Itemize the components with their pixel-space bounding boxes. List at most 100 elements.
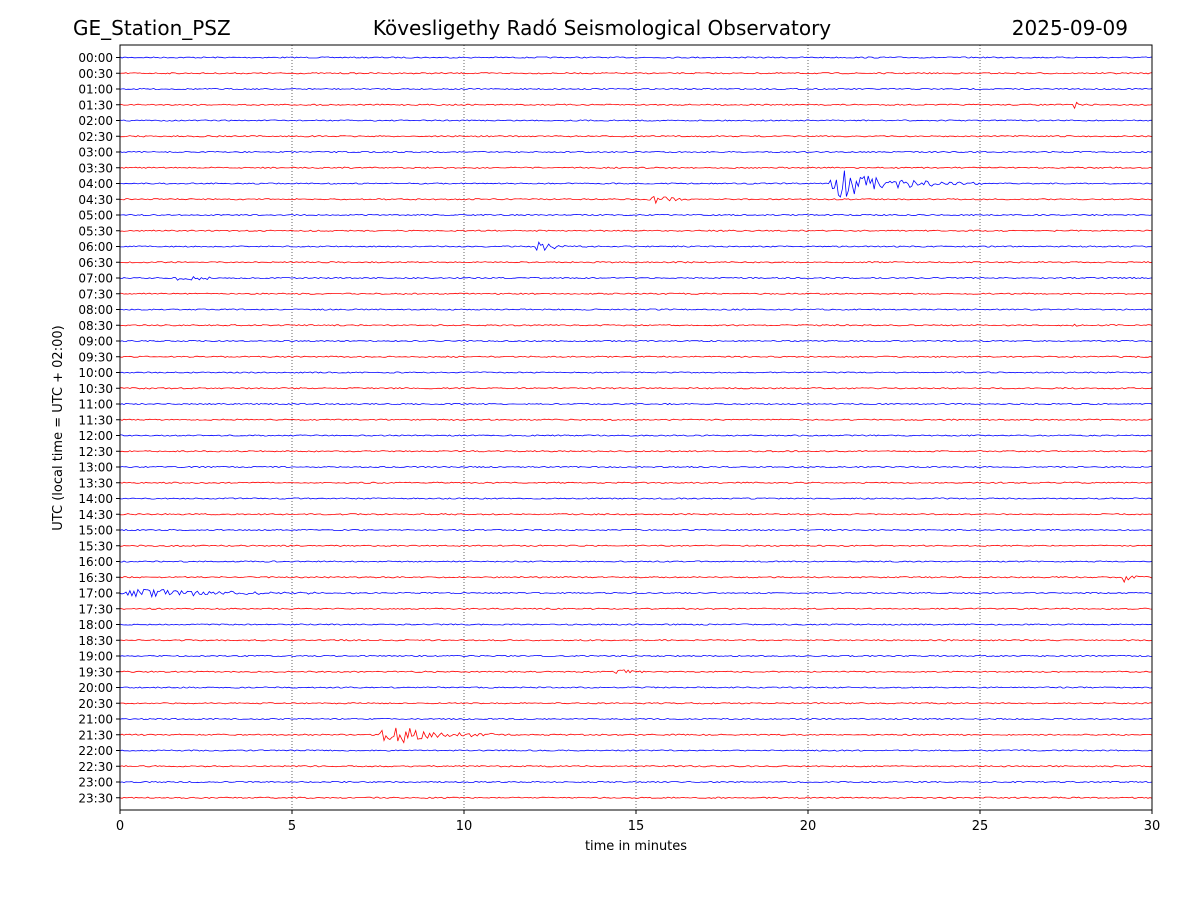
trace-0330: [119, 166, 1153, 169]
trace-1600: [119, 560, 1153, 563]
trace-0830: [119, 323, 1153, 327]
seismic-traces: [119, 56, 1153, 799]
y-tick-label: 17:00: [78, 587, 113, 601]
y-tick-label: 05:00: [78, 209, 113, 223]
trace-1500: [119, 528, 1153, 532]
y-tick-label: 01:30: [78, 98, 113, 112]
trace-1330: [119, 481, 1153, 484]
y-tick-label: 11:30: [78, 413, 113, 427]
y-tick-label: 20:30: [78, 697, 113, 711]
x-tick-label: 25: [972, 819, 989, 834]
y-tick-label: 14:30: [78, 508, 113, 522]
y-tick-label: 00:00: [78, 51, 113, 65]
y-tick-label: 20:00: [78, 681, 113, 695]
y-tick-label: 02:30: [78, 130, 113, 144]
station-name: GE_Station_PSZ: [73, 16, 231, 40]
trace-2100: [119, 717, 1153, 721]
y-tick-label: 23:30: [78, 791, 113, 805]
trace-0930: [119, 355, 1153, 358]
trace-0600: [120, 241, 1153, 252]
y-tick-label: 14:00: [78, 492, 113, 506]
y-tick-label: 03:30: [78, 161, 113, 175]
x-axis-label: time in minutes: [585, 839, 687, 854]
y-tick-label: 19:30: [78, 665, 113, 679]
y-tick-label: 06:00: [78, 240, 113, 254]
y-tick-label: 00:30: [78, 67, 113, 81]
y-tick-label: 13:00: [78, 461, 113, 475]
x-tick-label: 10: [456, 819, 473, 834]
trace-0900: [119, 339, 1153, 343]
trace-1030: [119, 387, 1153, 390]
trace-0430: [119, 195, 1153, 205]
x-tick-label: 5: [288, 819, 296, 834]
trace-1100: [119, 402, 1153, 406]
y-tick-label: 08:00: [78, 303, 113, 317]
y-tick-label: 22:00: [78, 744, 113, 758]
x-tick-label: 15: [628, 819, 645, 834]
trace-1630: [119, 575, 1153, 584]
y-tick-label: 04:00: [78, 177, 113, 191]
trace-1000: [119, 371, 1153, 374]
y-tick-label: 02:00: [78, 114, 113, 128]
trace-1130: [119, 418, 1152, 421]
y-tick-label: 08:30: [78, 319, 113, 333]
y-tick-label: 07:30: [78, 287, 113, 301]
trace-1830: [119, 639, 1153, 642]
trace-0700: [119, 276, 1153, 281]
y-tick-label: 06:30: [78, 256, 113, 270]
x-tick-label: 20: [800, 819, 817, 834]
y-tick-label: 17:30: [78, 602, 113, 616]
trace-1930: [119, 669, 1153, 675]
y-tick-label: 05:30: [78, 224, 113, 238]
y-tick-label: 19:00: [78, 650, 113, 664]
trace-2000: [119, 686, 1153, 689]
x-tick-label: 0: [116, 819, 124, 834]
y-tick-label: 21:30: [78, 728, 113, 742]
y-tick-label: 10:30: [78, 382, 113, 396]
trace-2030: [119, 702, 1153, 705]
y-tick-label: 22:30: [78, 760, 113, 774]
y-tick-label: 23:00: [78, 776, 113, 790]
y-tick-label: 18:30: [78, 634, 113, 648]
y-tick-label: 09:30: [78, 350, 113, 364]
trace-2230: [119, 765, 1153, 768]
trace-0130: [119, 101, 1153, 110]
trace-1400: [119, 497, 1153, 500]
y-tick-label: 07:00: [78, 272, 113, 286]
y-tick-label: 15:00: [78, 524, 113, 538]
x-tick-label: 30: [1144, 819, 1161, 834]
y-tick-label: 21:00: [78, 713, 113, 727]
trace-1300: [119, 465, 1153, 469]
y-tick-label: 12:00: [78, 429, 113, 443]
trace-0100: [119, 87, 1153, 91]
trace-0530: [119, 229, 1153, 232]
trace-0630: [119, 261, 1153, 264]
trace-0230: [119, 135, 1153, 138]
y-tick-label: 16:00: [78, 555, 113, 569]
trace-2130: [119, 727, 1153, 744]
trace-1800: [119, 623, 1153, 626]
y-tick-label: 16:30: [78, 571, 113, 585]
observatory-title: Kövesligethy Radó Seismological Observat…: [372, 16, 832, 40]
y-tick-label: 04:30: [78, 193, 113, 207]
x-axis-ticks: 0 5 10 15 20 25 30: [116, 810, 1160, 834]
y-tick-label: 03:00: [78, 146, 113, 160]
trace-1200: [120, 434, 1153, 437]
trace-1430: [119, 513, 1153, 516]
y-tick-label: 09:00: [78, 335, 113, 349]
trace-1900: [119, 654, 1153, 658]
y-tick-label: 15:30: [78, 539, 113, 553]
trace-1230: [119, 450, 1153, 453]
trace-0400: [120, 170, 1153, 198]
y-tick-label: 18:00: [78, 618, 113, 632]
trace-0500: [119, 213, 1153, 217]
y-tick-label: 13:30: [78, 476, 113, 490]
y-tick-label: 01:00: [78, 83, 113, 97]
y-tick-label: 10:00: [78, 366, 113, 380]
trace-0800: [119, 308, 1153, 311]
trace-0200: [119, 119, 1152, 122]
trace-0730: [119, 292, 1153, 295]
trace-2300: [119, 780, 1153, 784]
